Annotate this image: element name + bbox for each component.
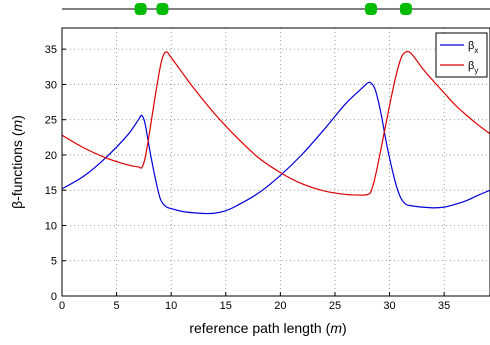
y-tick-label-0: 0 — [51, 291, 57, 303]
y-tick-label-3: 15 — [45, 185, 57, 197]
y-axis-label-text: β-functions — [9, 140, 25, 209]
axis-ticks: 0 5 10 15 20 25 30 35 0 5 10 15 20 25 30 35 — [45, 44, 451, 312]
y-axis-label-open: ( — [9, 131, 25, 136]
y-tick-label-1: 5 — [51, 256, 57, 268]
x-axis-unit: m — [330, 320, 342, 336]
x-tick-label-3: 15 — [220, 300, 232, 312]
series-line-beta-y — [61, 50, 490, 196]
y-tick-label-7: 35 — [45, 44, 57, 56]
x-axis-label-text: reference path length — [189, 320, 321, 336]
y-axis-label-close: ) — [9, 115, 25, 120]
magnet-marker-1 — [156, 3, 169, 15]
x-axis-label-close: ) — [342, 320, 347, 336]
legend-label-0: βx — [468, 40, 478, 55]
x-tick-label-0: 0 — [59, 300, 65, 312]
lattice-strip — [62, 3, 490, 15]
x-axis-label-open: ( — [326, 320, 331, 336]
x-tick-label-1: 5 — [114, 300, 120, 312]
x-tick-label-7: 35 — [438, 300, 450, 312]
y-tick-label-5: 25 — [45, 115, 57, 127]
series-group — [61, 50, 490, 215]
legend-label-sub-0: x — [474, 46, 478, 55]
legend-label-main-1: β — [468, 60, 474, 72]
x-tick-label-5: 25 — [329, 300, 341, 312]
x-tick-label-6: 30 — [383, 300, 395, 312]
y-tick-label-6: 30 — [45, 79, 57, 91]
x-tick-label-2: 10 — [165, 300, 177, 312]
legend-label-1: βy — [468, 60, 478, 75]
y-axis-label: β-functions (m) — [9, 115, 25, 209]
legend-label-sub-1: y — [474, 66, 478, 75]
series-line-beta-x — [61, 81, 490, 215]
magnet-marker-2 — [364, 3, 377, 15]
y-tick-label-2: 10 — [45, 220, 57, 232]
y-tick-label-4: 20 — [45, 150, 57, 162]
legend-box — [435, 32, 488, 78]
x-tick-label-4: 20 — [274, 300, 286, 312]
grid-lines — [62, 28, 490, 296]
y-axis-unit: m — [9, 119, 25, 131]
magnet-marker-3 — [399, 3, 412, 15]
legend-label-main-0: β — [468, 40, 474, 52]
plot-frame — [61, 27, 490, 297]
magnet-marker-0 — [134, 3, 147, 15]
x-axis-label: reference path length (m) — [189, 320, 346, 336]
